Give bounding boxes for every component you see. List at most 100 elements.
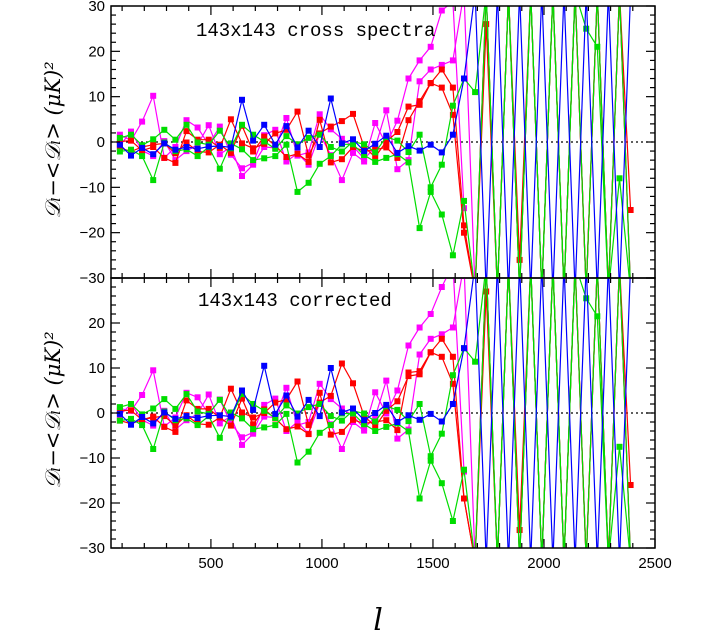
bottom-series-5-point [172, 405, 179, 412]
bottom-series-1-point [605, 559, 611, 565]
bottom-series-3-point [494, 559, 500, 565]
bottom-series-0-point [338, 446, 345, 452]
top-series-5-point [416, 131, 423, 138]
bottom-series-2-point [205, 421, 212, 428]
bottom-series-6-point [449, 401, 456, 407]
bottom-series-3-point [550, 262, 556, 268]
bottom-series-3-point [528, 262, 534, 268]
top-series-0-point [194, 124, 201, 131]
bottom-series-5-point [316, 401, 323, 407]
bottom-series-6-point [172, 415, 179, 422]
bottom-series-4-point [528, 262, 534, 268]
top-series-4-point [116, 148, 123, 155]
bottom-series-5-point [283, 402, 290, 409]
bottom-series-3-point [372, 423, 379, 430]
bottom-series-5-point [327, 413, 334, 420]
bottom-series-2-point [250, 421, 257, 428]
top-series-4-point [605, 289, 611, 295]
top-series-4-point [250, 157, 257, 164]
bottom-series-5-point [305, 404, 312, 411]
bottom-series-6-point [139, 414, 146, 420]
bottom-series-1-point [438, 331, 445, 338]
top-series-6-point [250, 137, 257, 144]
top-panel-data [111, 6, 655, 295]
top-series-6-point [139, 144, 146, 151]
bottom-series-1-point [216, 420, 223, 427]
top-series-3-point [438, 66, 445, 73]
top-series-1-point [438, 61, 445, 68]
bottom-series-5-point [517, 559, 523, 565]
top-series-3-point [394, 129, 401, 135]
bottom-series-4-point [216, 434, 223, 441]
top-series-4-point [316, 160, 323, 167]
top-series-6-point [316, 144, 323, 150]
bottom-series-3-point [172, 428, 179, 435]
bottom-series-3-point [472, 559, 478, 565]
bottom-series-5-point [483, 262, 489, 268]
top-series-4-point [128, 146, 134, 153]
top-series-3-point [205, 136, 212, 143]
bottom-series-6-point [472, 262, 478, 268]
top-series-5-point [272, 145, 279, 152]
top-series-3-point [539, 289, 545, 295]
bottom-series-5-point [261, 407, 268, 414]
top-series-2-point [183, 139, 190, 146]
bottom-series-2-point [338, 428, 345, 435]
bottom-series-3-point [294, 378, 301, 385]
top-series-5-point [628, 289, 634, 295]
bottom-series-5-point [506, 262, 512, 268]
top-series-1-point [316, 111, 323, 118]
bottom-series-3-point [227, 385, 234, 392]
bottom-series-5-point [338, 417, 345, 424]
bottom-series-5-point [194, 408, 201, 415]
bottom-series-4-point [294, 459, 301, 466]
bottom-series-6-point [494, 262, 500, 268]
bottom-series-3-point [449, 353, 456, 360]
bottom-series-2-point [383, 417, 390, 424]
bottom-series-3-point [506, 262, 512, 268]
top-series-5-point [250, 131, 257, 138]
bottom-series-3-point [250, 414, 257, 421]
bottom-series-6-point [561, 262, 567, 268]
bottom-series-1-point [305, 419, 312, 425]
top-series-1-point [449, 57, 456, 64]
top-series-4-point [216, 165, 223, 172]
bottom-series-4-point [283, 410, 290, 417]
x-tick-label: 2500 [638, 555, 671, 572]
top-series-6-point [161, 140, 168, 147]
bottom-series-6-point [227, 413, 234, 420]
top-series-1-point [338, 135, 345, 142]
top-series-3-point [416, 101, 423, 108]
top-series-2-point [494, 289, 500, 295]
bottom-series-5-point [449, 372, 456, 379]
top-series-6-point [205, 143, 212, 150]
top-series-3-point [383, 138, 390, 145]
bottom-series-0-point [139, 392, 146, 398]
top-series-0-point [239, 165, 245, 172]
bottom-panel-title: 143x143 corrected [198, 290, 392, 312]
bottom-series-5-point [550, 262, 556, 268]
bottom-series-2-point [350, 416, 356, 423]
top-series-0-point [416, 57, 423, 64]
top-series-3-point [128, 137, 134, 144]
bottom-series-3-point [183, 397, 190, 404]
top-series-6-point [227, 144, 234, 151]
bottom-series-6-point [116, 410, 123, 417]
top-series-4-point [283, 141, 290, 148]
top-series-3-point [294, 108, 301, 115]
bottom-series-4-point [128, 415, 134, 422]
bottom-series-4-point [494, 559, 500, 565]
top-series-5-point [183, 121, 190, 128]
bottom-series-2-point [239, 395, 245, 402]
top-series-0-point [216, 123, 223, 130]
top-series-2-point [539, 289, 545, 295]
bottom-series-4-point [327, 422, 334, 429]
top-series-2-point [116, 144, 123, 151]
top-series-4-point [294, 188, 301, 195]
bottom-series-4-point [361, 421, 368, 428]
top-series-0-point [116, 131, 123, 138]
top-series-6-point [327, 95, 334, 102]
bottom-series-2-point [438, 353, 445, 360]
top-series-1-point [539, 289, 545, 295]
top-series-3-point [516, 256, 523, 263]
